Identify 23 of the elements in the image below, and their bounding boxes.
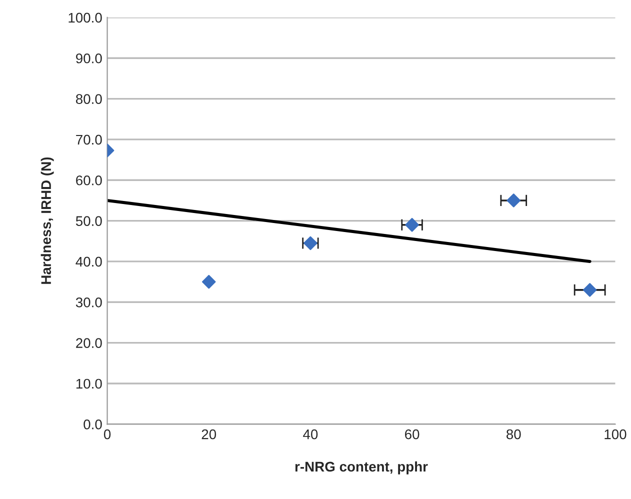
y-tick-label: 10.0 <box>76 378 102 389</box>
y-tick-label: 100.0 <box>68 12 102 23</box>
y-axis-title: Hardness, IRHD (N) <box>40 157 54 284</box>
y-tick-label: 70.0 <box>76 134 102 145</box>
y-tick-label: 40.0 <box>76 256 102 267</box>
y-tick-label: 50.0 <box>76 216 102 226</box>
y-tick-label: 80.0 <box>76 94 102 104</box>
point <box>202 274 216 289</box>
x-tick-label: 100 <box>604 429 626 440</box>
x-tick-label: 20 <box>202 429 216 440</box>
y-tick-label: 90.0 <box>76 53 102 64</box>
y-tick-label: 30.0 <box>76 297 102 308</box>
point <box>405 218 419 232</box>
x-tick-label: 40 <box>303 429 318 440</box>
x-tick-label: 80 <box>506 429 521 440</box>
point <box>582 283 597 297</box>
x-tick-label: 60 <box>405 429 420 440</box>
y-tick-label: 0.0 <box>84 419 102 430</box>
x-tick-label: 0 <box>104 429 111 440</box>
y-tick-label: 60.0 <box>76 175 102 186</box>
point <box>506 194 521 208</box>
y-tick-label: 20.0 <box>76 338 102 348</box>
x-axis-title: r-NRG content, pphr <box>295 461 428 474</box>
